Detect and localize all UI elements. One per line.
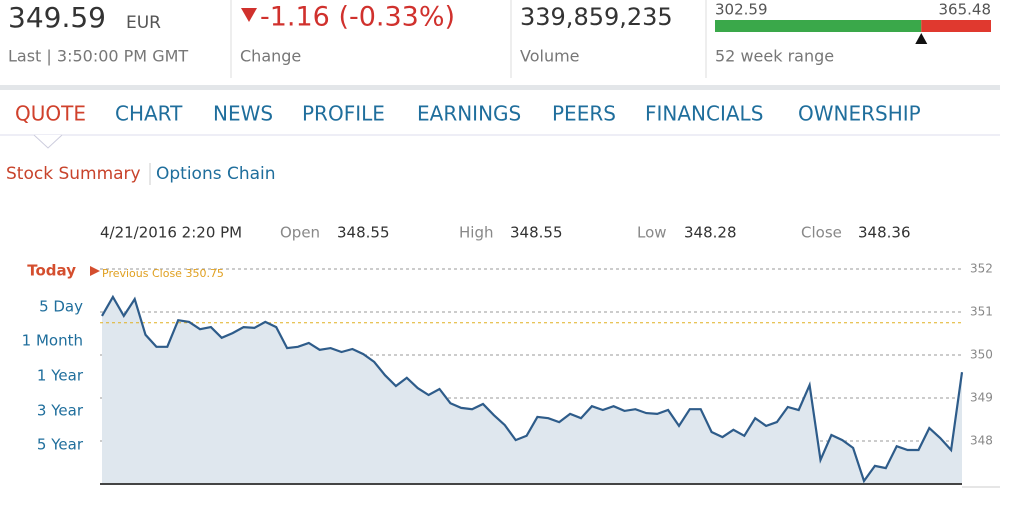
range-label: 52 week range xyxy=(715,47,834,66)
last-time: Last | 3:50:00 PM GMT xyxy=(8,47,188,66)
header-rule xyxy=(0,85,1000,90)
info-value: 348.28 xyxy=(684,224,737,242)
range-marker xyxy=(915,33,928,44)
info-value: 348.36 xyxy=(858,224,911,242)
tab[interactable]: EARNINGS xyxy=(417,102,521,126)
range-low-part xyxy=(715,20,922,32)
tab[interactable]: FINANCIALS xyxy=(645,102,763,126)
volume-label: Volume xyxy=(520,47,580,66)
change: -1.16 (-0.33%) xyxy=(260,2,455,33)
subtab[interactable]: Stock Summary xyxy=(6,164,141,184)
tab[interactable]: QUOTE xyxy=(15,102,86,126)
y-tick-label: 352 xyxy=(970,262,993,276)
y-tick-label: 348 xyxy=(970,434,993,448)
y-tick-label: 350 xyxy=(970,348,993,362)
tab-pointer xyxy=(33,134,63,149)
line xyxy=(101,294,964,484)
range-high-part xyxy=(921,20,991,32)
info-value: 348.55 xyxy=(337,224,390,242)
subtab[interactable]: Options Chain xyxy=(156,164,276,184)
tab[interactable]: OWNERSHIP xyxy=(798,102,921,126)
period[interactable]: 5 Day xyxy=(39,298,83,316)
info-label: Close xyxy=(801,224,842,242)
info-label: Open xyxy=(280,224,320,242)
chart-date: 4/21/2016 2:20 PM xyxy=(100,224,242,242)
area xyxy=(102,296,962,484)
volume: 339,859,235 xyxy=(520,3,673,31)
currency: EUR xyxy=(126,13,161,33)
previous-close-label: Previous Close 350.75 xyxy=(102,267,224,280)
tab[interactable]: PEERS xyxy=(552,102,616,126)
tab[interactable]: CHART xyxy=(115,102,183,126)
y-tick-label: 349 xyxy=(970,391,993,405)
today-arrow xyxy=(90,266,100,276)
period-today[interactable]: Today xyxy=(27,262,76,280)
info-label: High xyxy=(459,224,493,242)
y-tick-label: 351 xyxy=(970,305,993,319)
change-label: Change xyxy=(240,47,301,66)
period[interactable]: 3 Year xyxy=(37,402,84,420)
down-arrow xyxy=(241,8,257,22)
price: 349.59 xyxy=(8,1,106,34)
tab[interactable]: NEWS xyxy=(213,102,273,126)
info-value: 348.55 xyxy=(510,224,563,242)
range-low: 302.59 xyxy=(715,1,768,19)
period[interactable]: 1 Month xyxy=(22,332,83,350)
period[interactable]: 5 Year xyxy=(37,436,84,454)
tab[interactable]: PROFILE xyxy=(302,102,385,126)
range-high: 365.48 xyxy=(939,1,992,19)
info-label: Low xyxy=(637,224,667,242)
period[interactable]: 1 Year xyxy=(37,367,84,385)
